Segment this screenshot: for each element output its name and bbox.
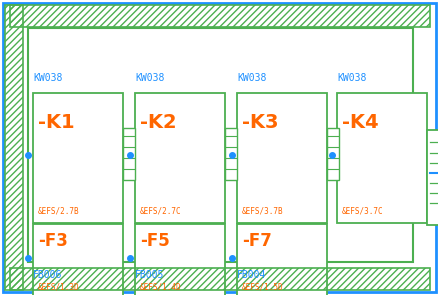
Bar — [336, 93, 426, 223]
Text: -F3: -F3 — [38, 232, 68, 250]
Bar — [326, 128, 338, 180]
Text: KW038: KW038 — [33, 73, 62, 83]
Bar — [225, 128, 237, 180]
Text: -K2: -K2 — [140, 113, 176, 132]
Text: KW038: KW038 — [237, 73, 266, 83]
Text: FB005: FB005 — [135, 270, 164, 280]
Text: &EFS/1.5D: &EFS/1.5D — [241, 282, 283, 291]
Text: &EFS/1.4D: &EFS/1.4D — [140, 282, 181, 291]
Text: KW038: KW038 — [336, 73, 366, 83]
Bar — [426, 130, 438, 225]
Text: FB004: FB004 — [237, 270, 266, 280]
Text: KW038: KW038 — [135, 73, 164, 83]
Bar — [28, 28, 412, 262]
Bar — [237, 224, 326, 295]
Bar — [33, 224, 123, 295]
Text: -F7: -F7 — [241, 232, 271, 250]
Bar — [10, 268, 429, 290]
Text: -K4: -K4 — [341, 113, 378, 132]
Text: &EFS/2.7B: &EFS/2.7B — [38, 206, 79, 215]
Text: &EFS/2.7C: &EFS/2.7C — [140, 206, 181, 215]
Bar — [135, 224, 225, 295]
Text: -K1: -K1 — [38, 113, 74, 132]
Bar — [10, 5, 429, 27]
Text: -F5: -F5 — [140, 232, 170, 250]
Text: &EFS/3.7B: &EFS/3.7B — [241, 206, 283, 215]
Text: &EFS/3.7C: &EFS/3.7C — [341, 206, 383, 215]
Bar — [123, 128, 135, 180]
Bar — [135, 93, 225, 223]
Bar — [33, 93, 123, 223]
Text: &EFS/1.3D: &EFS/1.3D — [38, 282, 79, 291]
Text: -K3: -K3 — [241, 113, 278, 132]
Bar — [5, 5, 23, 290]
Text: FB006: FB006 — [33, 270, 62, 280]
Bar — [237, 93, 326, 223]
